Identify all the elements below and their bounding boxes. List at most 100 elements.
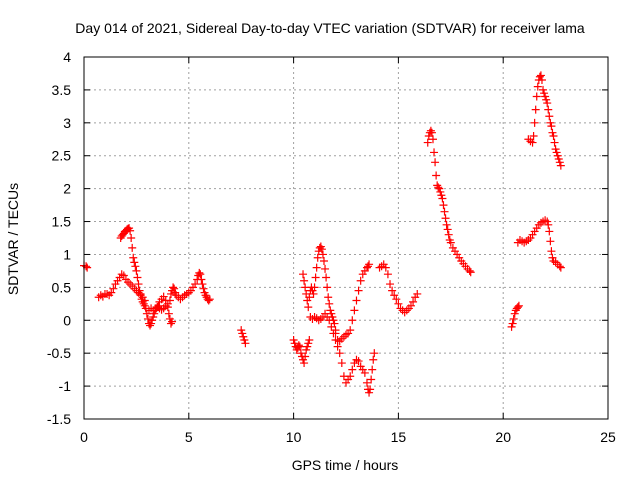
- data-point: [196, 270, 205, 279]
- data-point: [551, 145, 560, 154]
- data-point: [386, 280, 395, 289]
- data-point: [296, 349, 305, 358]
- data-point: [365, 260, 374, 269]
- data-point: [537, 76, 546, 85]
- x-tick-label: 15: [391, 429, 407, 445]
- data-point: [536, 71, 545, 80]
- y-tick-label: 0: [63, 312, 71, 328]
- data-point: [545, 227, 554, 236]
- data-point: [549, 131, 558, 140]
- data-point: [546, 118, 555, 127]
- data-point: [465, 266, 474, 275]
- data-point: [360, 368, 369, 377]
- data-point: [528, 138, 537, 147]
- data-point: [309, 289, 318, 298]
- data-point: [109, 284, 118, 293]
- data-point: [434, 183, 443, 192]
- data-point: [323, 283, 332, 292]
- plot-frame: [83, 56, 609, 420]
- data-point: [239, 332, 248, 341]
- data-point: [198, 280, 207, 289]
- data-point: [131, 262, 140, 271]
- data-point: [432, 171, 441, 180]
- data-point: [311, 273, 320, 282]
- data-point: [364, 262, 373, 271]
- data-point: [552, 148, 561, 157]
- data-point: [82, 262, 91, 271]
- data-point: [369, 355, 378, 364]
- x-axis-label: GPS time / hours: [292, 457, 399, 473]
- data-point: [366, 385, 375, 394]
- data-point: [556, 161, 565, 170]
- data-point: [147, 319, 156, 328]
- data-point: [143, 314, 152, 323]
- data-point: [321, 264, 330, 273]
- data-point: [365, 388, 374, 397]
- x-tick-label: 20: [495, 429, 511, 445]
- data-point: [532, 92, 541, 101]
- data-point: [394, 299, 403, 308]
- x-tick-label: 10: [286, 429, 302, 445]
- data-point: [543, 217, 552, 226]
- data-point: [170, 284, 179, 293]
- data-point: [318, 250, 327, 259]
- data-point: [354, 286, 363, 295]
- data-point: [350, 306, 359, 315]
- data-point: [508, 319, 517, 328]
- data-point: [238, 329, 247, 338]
- data-point: [294, 341, 303, 350]
- data-point: [300, 359, 309, 368]
- data-point: [325, 316, 334, 325]
- data-point: [327, 322, 336, 331]
- data-point: [135, 286, 144, 295]
- data-point: [127, 234, 136, 242]
- data-point: [326, 306, 335, 315]
- data-point: [423, 138, 432, 147]
- data-point: [128, 243, 137, 252]
- data-point: [126, 226, 135, 235]
- data-point: [428, 135, 437, 144]
- data-point: [322, 273, 331, 282]
- data-point: [543, 99, 552, 108]
- data-point: [290, 339, 299, 348]
- data-point: [554, 155, 563, 164]
- data-point: [164, 309, 173, 318]
- data-point: [299, 270, 308, 279]
- y-tick-label: 3: [63, 115, 71, 131]
- data-point: [197, 275, 206, 284]
- y-tick-label: 1.5: [52, 214, 72, 230]
- data-point: [136, 291, 145, 300]
- data-point: [166, 319, 175, 328]
- data-point: [427, 128, 436, 137]
- data-point: [199, 284, 208, 293]
- data-point: [392, 295, 401, 304]
- data-point: [348, 316, 357, 325]
- data-point: [356, 276, 365, 285]
- data-point: [553, 151, 562, 160]
- data-point: [446, 238, 455, 247]
- data-point: [146, 321, 155, 330]
- data-point: [324, 293, 333, 302]
- data-point: [354, 357, 363, 366]
- data-point: [335, 349, 344, 358]
- data-point: [205, 295, 214, 304]
- data-point: [544, 105, 553, 114]
- data-point: [383, 270, 392, 279]
- data-point: [547, 247, 556, 256]
- data-point: [514, 301, 523, 310]
- data-point: [545, 112, 554, 121]
- data-point: [438, 194, 447, 203]
- data-point: [168, 317, 177, 326]
- x-tick-label: 25: [600, 429, 616, 445]
- data-points: [80, 71, 565, 397]
- data-point: [317, 245, 326, 254]
- data-point: [305, 293, 314, 302]
- data-point: [191, 280, 200, 289]
- data-point: [441, 214, 450, 223]
- data-point: [370, 349, 379, 358]
- data-point: [313, 253, 322, 262]
- data-point: [312, 263, 321, 272]
- data-point: [302, 345, 311, 354]
- data-point: [550, 138, 559, 147]
